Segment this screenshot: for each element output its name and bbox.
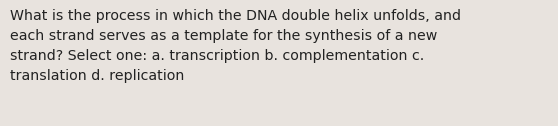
Text: What is the process in which the DNA double helix unfolds, and
each strand serve: What is the process in which the DNA dou… [10, 9, 461, 83]
